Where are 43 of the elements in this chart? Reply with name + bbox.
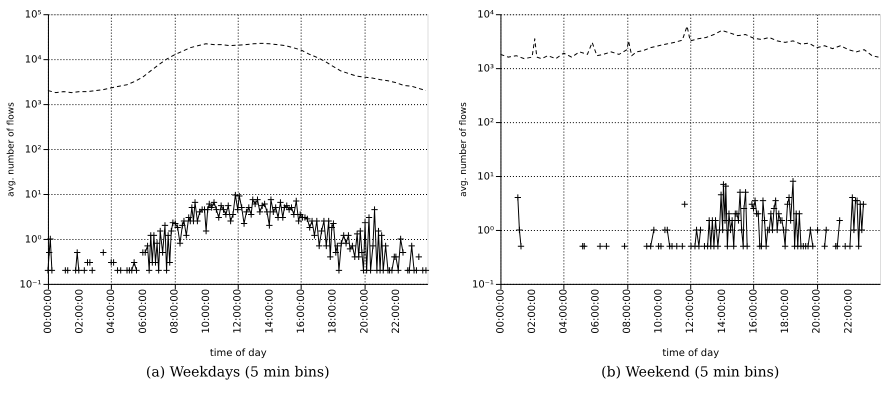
x-tick-label: 04:00:00 [558,288,570,334]
y-axis-title: avg. number of flows [458,102,469,197]
y-tick-label: 10¹ [477,172,494,183]
y-tick-label: 10⁴ [477,10,494,21]
x-tick-label: 06:00:00 [590,288,602,334]
y-tick-label: 10⁻¹ [472,279,494,290]
x-tick-label: 16:00:00 [296,288,307,334]
x-tick-label: 12:00:00 [685,288,696,334]
x-tick-label: 20:00:00 [359,288,370,334]
x-tick-label: 02:00:00 [74,288,86,334]
x-tick-label: 04:00:00 [106,288,118,334]
x-tick-label: 00:00:00 [495,288,506,334]
x-tick-label: 22:00:00 [843,288,854,334]
y-tick-label: 10⁵ [24,10,42,21]
x-tick-label: 16:00:00 [748,288,760,334]
x-tick-label: 12:00:00 [232,288,244,334]
x-tick-label: 18:00:00 [780,288,792,334]
x-axis-title: time of day [210,348,267,359]
x-tick-label: 18:00:00 [328,288,339,334]
y-tick-label: 10³ [24,100,42,111]
x-tick-label: 02:00:00 [527,288,538,334]
y-tick-label: 10¹ [24,189,42,200]
x-tick-label: 08:00:00 [622,288,633,334]
x-tick-label: 10:00:00 [201,288,212,334]
x-tick-label: 10:00:00 [654,288,665,334]
text: (b) Weekend (5 min bins) [601,364,780,380]
x-tick-label: 00:00:00 [42,288,54,334]
y-axis-title: avg. number of flows [6,102,16,197]
x-axis-title: time of day [662,348,720,359]
x-tick-label: 14:00:00 [264,288,276,334]
y-tick-label: 10⁻¹ [20,279,42,290]
y-tick-label: 10⁴ [24,54,42,66]
x-tick-label: 22:00:00 [390,288,402,334]
x-tick-label: 06:00:00 [138,288,149,334]
y-tick-label: 10² [477,118,494,129]
x-tick-label: 14:00:00 [716,288,728,334]
x-tick-label: 20:00:00 [812,288,823,334]
y-tick-label: 10³ [477,64,494,75]
y-tick-label: 10² [24,144,42,156]
x-tick-label: 08:00:00 [169,288,180,334]
y-tick-label: 10⁰ [477,225,494,236]
text: (a) Weekdays (5 min bins) [146,364,330,380]
y-tick-label: 10⁰ [24,234,42,246]
